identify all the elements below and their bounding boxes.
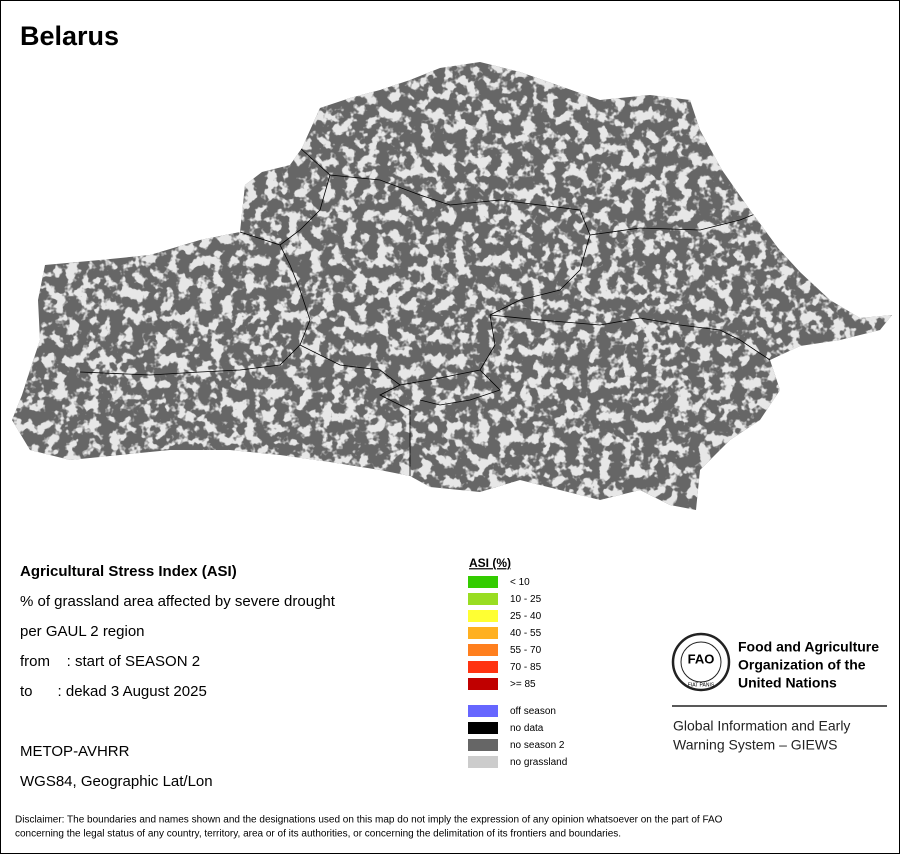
legend-swatch	[468, 756, 498, 768]
legend-swatch	[468, 610, 498, 622]
org-name: Food and Agriculture	[738, 639, 879, 655]
legend-label: 25 - 40	[510, 611, 542, 622]
info-line: from : start of SEASON 2	[20, 653, 200, 670]
legend-swatch	[468, 627, 498, 639]
info-line: % of grassland area affected by severe d…	[20, 593, 336, 610]
giews-name: Global Information and Early	[673, 718, 850, 734]
legend-swatch	[468, 678, 498, 690]
emblem-motto: FIAT PANIS	[688, 682, 715, 688]
legend-swatch	[468, 576, 498, 588]
legend-label: no season 2	[510, 740, 565, 751]
legend-label: no data	[510, 723, 544, 734]
legend: ASI (%) < 10 10 - 25 25 - 40 40 - 55 55 - 70…	[468, 556, 567, 768]
org-name: Organization of the	[738, 657, 866, 673]
legend-label: no grassland	[510, 757, 567, 768]
info-line: per GAUL 2 region	[20, 623, 145, 640]
legend-label: 40 - 55	[510, 628, 542, 639]
legend-swatch	[468, 644, 498, 656]
giews-name: Warning System – GIEWS	[673, 737, 837, 753]
legend-label: < 10	[510, 577, 530, 588]
info-line: Agricultural Stress Index (ASI)	[20, 563, 237, 580]
disclaimer: Disclaimer: The boundaries and names sho…	[15, 815, 723, 826]
info-line: to : dekad 3 August 2025	[20, 683, 207, 700]
disclaimer: concerning the legal status of any count…	[15, 829, 621, 840]
emblem-text: FAO	[688, 651, 715, 666]
legend-label: off season	[510, 706, 556, 717]
fao-logo: FAO FIAT PANIS Food and Agriculture Orga…	[671, 632, 887, 753]
legend-label: 10 - 25	[510, 594, 542, 605]
org-name: United Nations	[738, 675, 837, 691]
info-line: WGS84, Geographic Lat/Lon	[20, 773, 213, 790]
legend-label: >= 85	[510, 679, 536, 690]
legend-swatch	[468, 722, 498, 734]
emblem	[671, 632, 731, 692]
info-block: Agricultural Stress Index (ASI) % of gra…	[20, 563, 336, 790]
legend-title: ASI (%)	[469, 556, 511, 570]
legend-label: 55 - 70	[510, 645, 542, 656]
legend-swatch	[468, 661, 498, 673]
info-line: METOP-AVHRR	[20, 743, 130, 760]
legend-swatch	[468, 705, 498, 717]
legend-swatch	[468, 593, 498, 605]
legend-swatch	[468, 739, 498, 751]
emblem-inner	[680, 641, 722, 683]
region-boundaries	[79, 147, 771, 476]
map-title: Belarus	[20, 21, 119, 51]
legend-label: 70 - 85	[510, 662, 542, 673]
